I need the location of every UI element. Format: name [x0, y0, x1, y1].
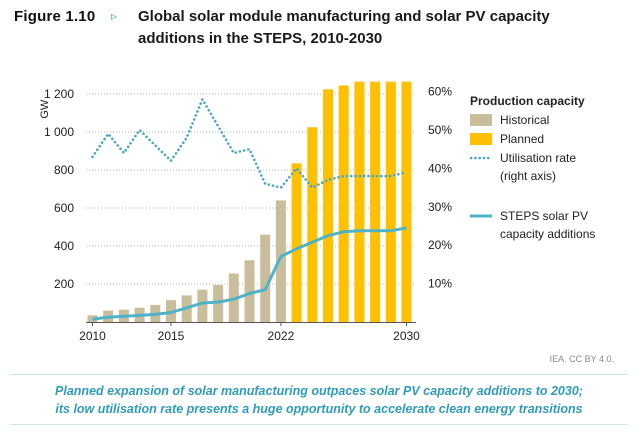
y-tick-label: 1 200 [44, 87, 74, 101]
bar-planned-2030 [401, 81, 412, 323]
y2-tick-label: 10% [428, 277, 452, 291]
y-tick-label: 200 [54, 277, 74, 291]
legend: Production capacity Historical Planned Util… [469, 94, 595, 241]
legend-swatch-planned [470, 133, 492, 145]
bar-planned-2029 [385, 81, 396, 323]
legend-label-utilisation-2: (right axis) [500, 169, 556, 183]
caption-top-rule [10, 374, 628, 375]
legend-label-steps-2: capacity additions [500, 227, 595, 241]
legend-label-historical: Historical [500, 113, 549, 127]
legend-label-steps: STEPS solar PV [500, 209, 588, 223]
bar-planned-2023 [291, 163, 302, 322]
y-tick-label: 600 [54, 201, 74, 215]
legend-label-utilisation: Utilisation rate [500, 151, 576, 165]
y2-tick-label: 60% [428, 85, 452, 99]
caption-line-2: its low utilisation rate presents a huge… [55, 402, 583, 416]
bar-planned-2026 [338, 85, 349, 322]
y2-tick-label: 40% [428, 161, 452, 175]
lines [91, 98, 408, 321]
bars [87, 81, 412, 323]
caption: Planned expansion of solar manufacturing… [10, 382, 628, 418]
bar-planned-2025 [323, 89, 333, 322]
y2-tick-label: 30% [428, 200, 452, 214]
gridlines [86, 93, 416, 285]
credit-note: IEA. CC BY 4.0. [549, 354, 614, 364]
bar-historical-2021 [260, 234, 271, 322]
caption-bottom-rule [10, 424, 628, 425]
x-tick-label: 2010 [79, 329, 106, 343]
y-tick-label: 400 [54, 239, 74, 253]
figure-title: Global solar module manufacturing and so… [138, 8, 550, 47]
axes: 200 400 600 800 1 000 1 200 10% 20% 30% 40% 50% 60%… [39, 85, 452, 343]
bar-historical-2017 [197, 289, 208, 322]
y2-tick-label: 50% [428, 123, 452, 137]
bar-planned-2027 [354, 81, 365, 323]
steps-capacity-line [92, 226, 407, 321]
x-tick-label: 2030 [393, 329, 420, 343]
x-tick-label: 2022 [268, 329, 295, 343]
bar-historical-2022 [275, 200, 286, 322]
legend-title: Production capacity [470, 94, 585, 108]
utilisation-rate-line [91, 98, 408, 189]
bar-planned-2024 [307, 127, 318, 322]
y-tick-label: 1 000 [44, 125, 74, 139]
chart: 200 400 600 800 1 000 1 200 10% 20% 30% 40% 50% 60%… [39, 81, 595, 343]
bar-historical-2020 [244, 260, 255, 322]
figure-label: Figure 1.10 [14, 8, 96, 25]
y-axis-title: GW [39, 99, 51, 119]
x-tick-label: 2015 [158, 329, 185, 343]
y2-tick-label: 20% [428, 238, 452, 252]
caption-line-1: Planned expansion of solar manufacturing… [55, 384, 583, 398]
legend-swatch-historical [470, 114, 492, 126]
legend-label-planned: Planned [500, 132, 544, 146]
figure-arrow-icon: ▹ [111, 9, 118, 23]
y-tick-label: 800 [54, 163, 74, 177]
bar-planned-2028 [370, 81, 381, 323]
